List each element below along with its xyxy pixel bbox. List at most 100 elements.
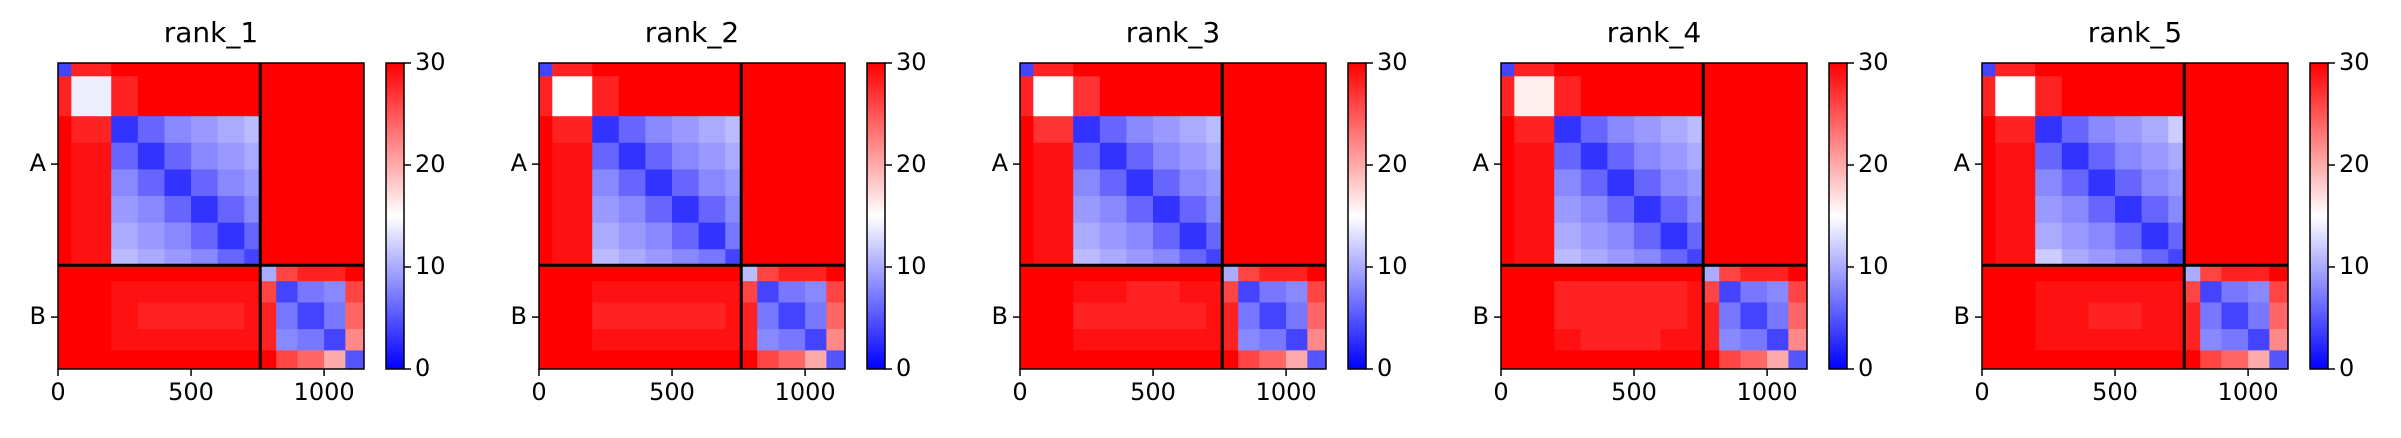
heatmap-cell bbox=[741, 302, 758, 330]
heatmap-cell bbox=[1660, 76, 1688, 117]
heatmap-cell bbox=[672, 63, 700, 77]
heatmap-cell bbox=[618, 249, 646, 266]
heatmap-cell bbox=[1703, 329, 1720, 351]
heatmap-cell bbox=[1660, 350, 1688, 370]
heatmap-cell bbox=[552, 222, 593, 250]
heatmap-cell bbox=[2035, 281, 2063, 303]
heatmap-cell bbox=[1995, 196, 2036, 224]
heatmap-cell bbox=[2115, 222, 2143, 250]
heatmap-cell bbox=[1286, 281, 1308, 303]
heatmap-cell bbox=[1179, 116, 1207, 144]
heatmap-cell bbox=[1126, 281, 1154, 303]
heatmap-cell bbox=[1033, 222, 1074, 250]
heatmap-cell bbox=[698, 329, 726, 351]
heatmap-cell bbox=[645, 142, 673, 170]
heatmap-cell bbox=[1607, 169, 1635, 197]
heatmap-cell bbox=[276, 222, 298, 250]
heatmap-cell bbox=[2200, 265, 2222, 282]
colorbar-tick-label: 20 bbox=[415, 150, 446, 178]
heatmap-cell bbox=[191, 329, 219, 351]
heatmap-cell bbox=[1153, 169, 1181, 197]
axes-frame bbox=[1500, 62, 1808, 370]
y-tick-label: A bbox=[992, 149, 1009, 177]
heatmap-cell bbox=[111, 329, 139, 351]
heatmap-cell bbox=[1222, 222, 1239, 250]
heatmap-cell bbox=[778, 116, 806, 144]
panel: rank_3 0 500 1000 A B 0 10 20 30 bbox=[992, 16, 1408, 406]
heatmap-cell bbox=[1767, 302, 1789, 330]
heatmap-cell bbox=[2168, 302, 2185, 330]
heatmap-cell bbox=[645, 350, 673, 370]
heatmap-cell bbox=[741, 350, 758, 370]
heatmap-cell bbox=[1126, 265, 1154, 282]
heatmap-cell bbox=[58, 169, 72, 197]
heatmap-cell bbox=[2088, 265, 2116, 282]
heatmap-cell bbox=[1206, 350, 1223, 370]
heatmap-cell bbox=[1607, 249, 1635, 266]
heatmap-cell bbox=[1995, 350, 2036, 370]
heatmap-cell bbox=[1660, 249, 1688, 266]
y-tick-label: B bbox=[30, 302, 46, 330]
heatmap-cell bbox=[137, 350, 165, 370]
heatmap-cell bbox=[2200, 116, 2222, 144]
heatmap-cell bbox=[2035, 329, 2063, 351]
heatmap-cell bbox=[1222, 281, 1239, 303]
heatmap-cell bbox=[1788, 302, 1808, 330]
heatmap-cell bbox=[71, 63, 112, 77]
heatmap-cell bbox=[2221, 281, 2249, 303]
heatmap-cell bbox=[1501, 142, 1515, 170]
heatmap-cell bbox=[805, 350, 827, 370]
heatmap-cell bbox=[297, 169, 325, 197]
heatmap-cell bbox=[260, 249, 277, 266]
x-tick-label: 500 bbox=[1130, 378, 1176, 406]
heatmap-cell bbox=[58, 329, 72, 351]
heatmap-cell bbox=[71, 142, 112, 170]
heatmap-cell bbox=[111, 196, 139, 224]
heatmap-cell bbox=[539, 116, 553, 144]
heatmap-cell bbox=[111, 222, 139, 250]
axes-frame bbox=[1981, 62, 2289, 370]
heatmap-cell bbox=[725, 222, 742, 250]
heatmap-cell bbox=[2248, 196, 2270, 224]
heatmap-cell bbox=[1687, 116, 1704, 144]
heatmap-cell bbox=[2141, 169, 2169, 197]
heatmap-cell bbox=[111, 63, 139, 77]
heatmap-cell bbox=[2088, 281, 2116, 303]
heatmap-cell bbox=[645, 222, 673, 250]
heatmap-cell bbox=[2061, 63, 2089, 77]
heatmap-cell bbox=[1179, 249, 1207, 266]
heatmap-cell bbox=[324, 222, 346, 250]
heatmap-cell bbox=[1554, 222, 1582, 250]
heatmap-cell bbox=[1788, 63, 1808, 77]
heatmap-cell bbox=[2141, 142, 2169, 170]
heatmap-cell bbox=[1259, 265, 1287, 282]
heatmap-cell bbox=[1179, 350, 1207, 370]
heatmap-cell bbox=[2200, 249, 2222, 266]
heatmap-cell bbox=[1259, 249, 1287, 266]
heatmap-cell bbox=[1607, 196, 1635, 224]
heatmap-cell bbox=[1206, 265, 1223, 282]
heatmap-cell bbox=[2200, 329, 2222, 351]
heatmap-cell bbox=[345, 142, 365, 170]
heatmap-cell bbox=[1554, 169, 1582, 197]
heatmap-cell bbox=[826, 76, 846, 117]
heatmap-cell bbox=[805, 281, 827, 303]
heatmap-cell bbox=[260, 222, 277, 250]
heatmap-cell bbox=[826, 63, 846, 77]
heatmap-cell bbox=[1307, 302, 1327, 330]
heatmap-cell bbox=[1634, 76, 1662, 117]
heatmap-cell bbox=[2184, 350, 2201, 370]
colorbar-tick-label: 0 bbox=[896, 354, 911, 382]
heatmap-cell bbox=[672, 142, 700, 170]
heatmap-cell bbox=[1580, 350, 1608, 370]
heatmap-cell bbox=[592, 196, 620, 224]
heatmap-cell bbox=[1286, 249, 1308, 266]
heatmap-cell bbox=[592, 76, 620, 117]
heatmap-cell bbox=[1259, 222, 1287, 250]
heatmap-cell bbox=[276, 169, 298, 197]
heatmap-cell bbox=[1767, 76, 1789, 117]
heatmap-cell bbox=[2200, 169, 2222, 197]
heatmap-cell bbox=[2061, 116, 2089, 144]
heatmap-cell bbox=[805, 169, 827, 197]
y-tick-label: B bbox=[1954, 302, 1970, 330]
